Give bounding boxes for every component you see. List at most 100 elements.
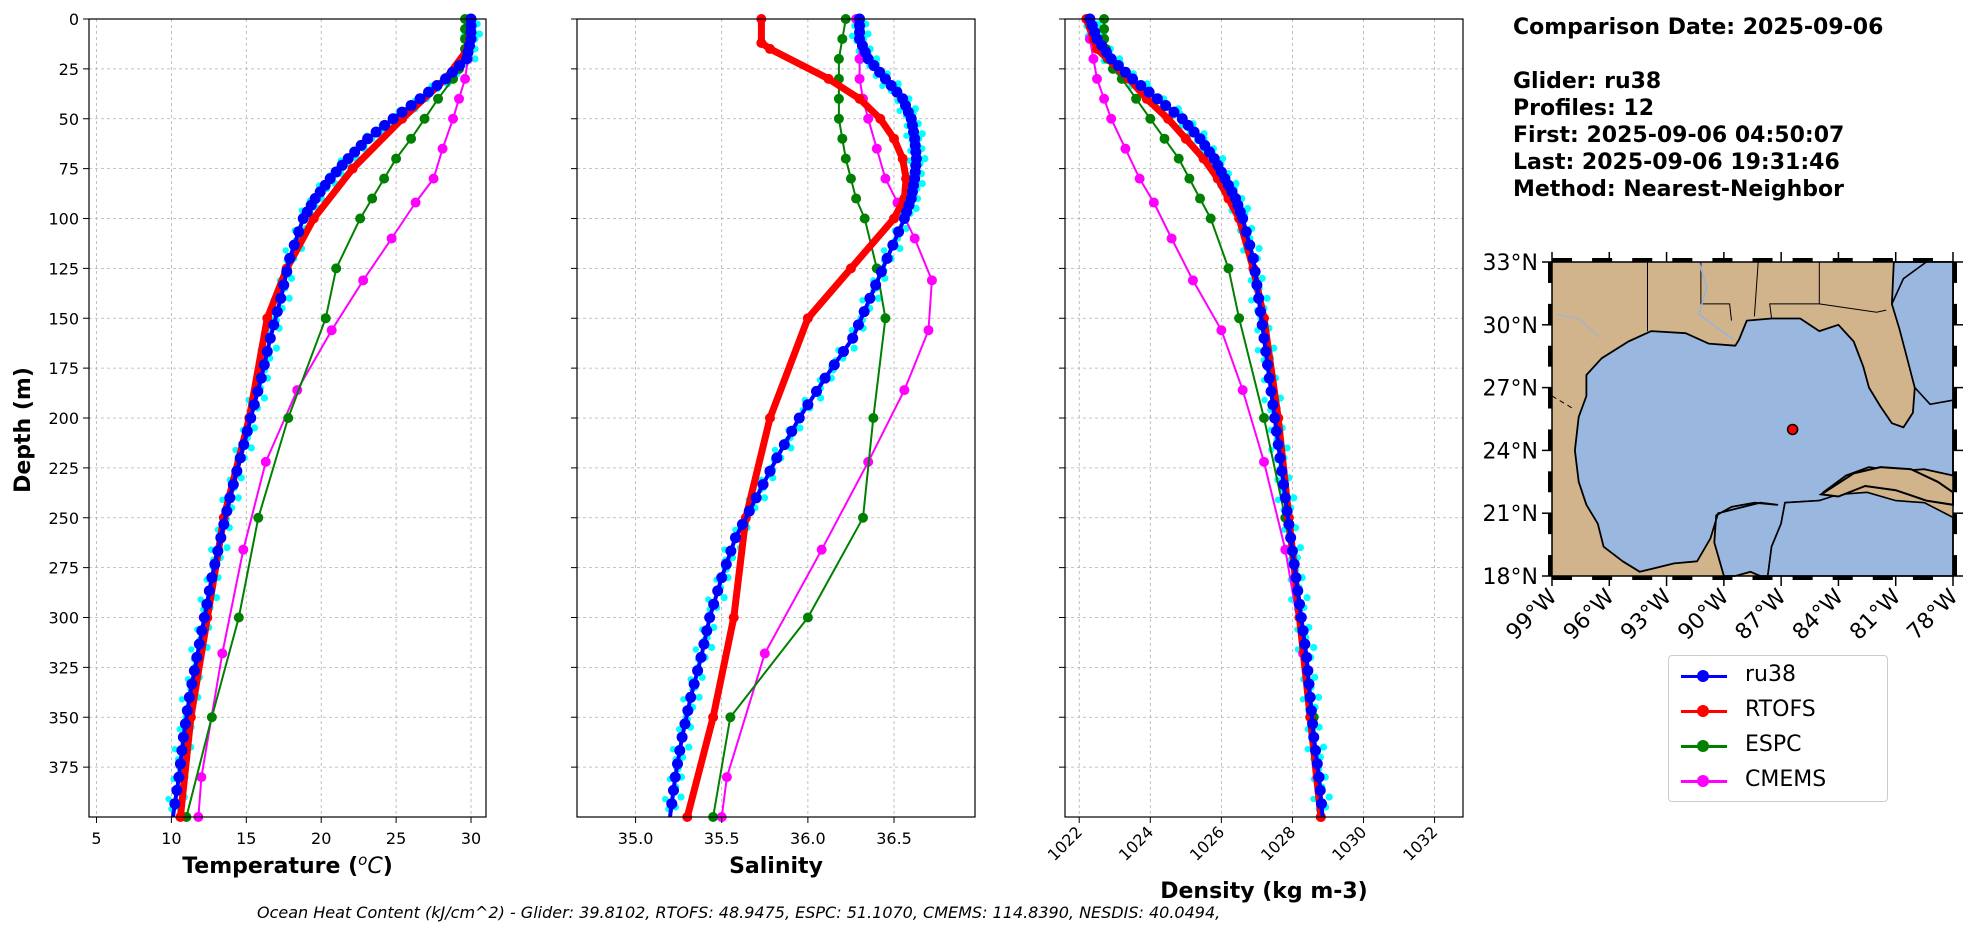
- data-point-ru38: [1286, 545, 1298, 557]
- data-point-cmems: [759, 648, 770, 659]
- data-point-cmems: [1120, 143, 1131, 154]
- map-border-segment: [1792, 576, 1813, 580]
- data-point-rtofs: [1180, 133, 1191, 144]
- data-point-ru38: [1281, 505, 1293, 517]
- legend-item-rtofs: RTOFS: [1677, 694, 1882, 728]
- data-point-ru38: [1302, 665, 1314, 677]
- map-border-segment: [1548, 303, 1552, 325]
- map-border-segment: [1672, 576, 1693, 580]
- data-point-espc: [837, 33, 848, 44]
- river: [1555, 313, 1601, 338]
- salinity-panel: 35.0 35.5 36.0 36.5 Salinity: [571, 13, 976, 879]
- data-point-ru38: [181, 705, 193, 717]
- lat-tick-label: 30°N: [1483, 314, 1538, 339]
- data-point-ru38: [176, 745, 188, 756]
- data-point-ru38: [1244, 239, 1256, 251]
- data-point-ru38: [898, 213, 910, 224]
- gulf-ocean: [1574, 261, 1954, 577]
- data-point-ru38: [864, 292, 876, 304]
- raw-glider-point: [695, 693, 703, 701]
- y-tick-label: 300: [48, 609, 79, 628]
- data-point-espc: [1259, 413, 1269, 423]
- data-point-cmems: [863, 113, 874, 124]
- data-point-ru38: [1310, 745, 1322, 756]
- raw-glider-point: [879, 82, 886, 90]
- raw-glider-point: [680, 696, 687, 703]
- last-time: Last: 2025-09-06 19:31:46: [1513, 150, 1840, 175]
- map-border-segment: [1552, 258, 1573, 262]
- data-point-ru38: [1272, 439, 1284, 451]
- raw-glider-point: [165, 795, 172, 803]
- data-point-ru38: [234, 452, 246, 464]
- map-border-segment: [1548, 555, 1552, 576]
- data-point-ru38: [1305, 705, 1317, 717]
- map-border-segment: [1548, 345, 1552, 367]
- data-point-ru38: [231, 465, 243, 477]
- raw-glider-point: [720, 593, 728, 602]
- map-border-segment: [1592, 258, 1613, 262]
- data-point-ru38: [169, 798, 181, 810]
- data-point-ru38: [186, 678, 198, 690]
- y-tick-label: 100: [48, 210, 79, 229]
- data-point-cmems: [1134, 173, 1145, 184]
- x-tick-label: 5: [91, 829, 101, 848]
- raw-glider-point: [1319, 743, 1328, 751]
- y-tick-label: 75: [59, 160, 79, 179]
- data-point-rtofs: [347, 163, 358, 174]
- raw-glider-point: [272, 344, 281, 352]
- glider-position-marker: [1786, 423, 1799, 436]
- x-tick-label: 36.5: [876, 829, 912, 848]
- raw-glider-point: [708, 643, 716, 652]
- y-tick-label: 225: [48, 459, 79, 478]
- map-border-segment: [1953, 429, 1957, 451]
- data-point-cmems: [358, 275, 369, 286]
- data-point-cmems: [437, 143, 448, 154]
- map-border-segment: [1832, 576, 1853, 580]
- map-border-segment: [1912, 258, 1933, 262]
- data-point-ru38: [221, 505, 233, 517]
- data-point-ru38: [1311, 758, 1323, 770]
- raw-glider-point: [188, 646, 195, 653]
- data-point-ru38: [1270, 425, 1282, 437]
- data-point-ru38: [679, 718, 691, 730]
- glider-name: Glider: ru38: [1513, 69, 1662, 94]
- data-point-ru38: [695, 651, 707, 663]
- data-point-ru38: [275, 292, 287, 304]
- raw-glider-point: [896, 107, 903, 114]
- raw-glider-point: [1314, 693, 1323, 701]
- data-point-ru38: [881, 252, 893, 264]
- data-point-ru38: [414, 93, 426, 105]
- legend-item-ru38: ru38: [1677, 659, 1882, 693]
- data-point-espc: [1195, 193, 1206, 204]
- data-point-ru38: [875, 266, 887, 278]
- data-point-ru38: [1301, 651, 1313, 663]
- raw-glider-point: [848, 32, 856, 40]
- data-point-ru38: [893, 226, 905, 238]
- data-point-ru38: [757, 479, 769, 490]
- data-point-cmems: [410, 197, 421, 208]
- data-point-ru38: [870, 279, 882, 291]
- profile-count: Profiles: 12: [1513, 96, 1655, 121]
- data-point-ru38: [245, 412, 257, 424]
- data-point-espc: [233, 612, 244, 623]
- lon-tick-label: 96°W: [1559, 584, 1620, 645]
- lat-tick-label: 24°N: [1483, 439, 1538, 464]
- data-point-ru38: [261, 346, 273, 357]
- data-point-ru38: [447, 66, 459, 78]
- y-tick-label: 250: [48, 509, 79, 528]
- raw-glider-point: [771, 446, 779, 454]
- data-point-espc: [833, 113, 844, 124]
- density-panel: 1022 1024 1026 1028 1030 1032 Density (kg m-3): [1044, 13, 1464, 904]
- data-point-ru38: [1112, 60, 1124, 72]
- data-point-espc: [840, 153, 851, 164]
- y-tick-label: 125: [48, 259, 79, 278]
- river: [1698, 261, 1734, 341]
- data-point-espc: [206, 712, 217, 723]
- data-point-ru38: [858, 306, 870, 318]
- data-point-espc: [331, 263, 342, 274]
- y-tick-label: 0: [69, 10, 79, 29]
- data-point-ru38: [666, 798, 678, 810]
- map-border-segment: [1953, 345, 1957, 367]
- map-border-segment: [1752, 576, 1773, 580]
- map-border-segment: [1872, 576, 1893, 580]
